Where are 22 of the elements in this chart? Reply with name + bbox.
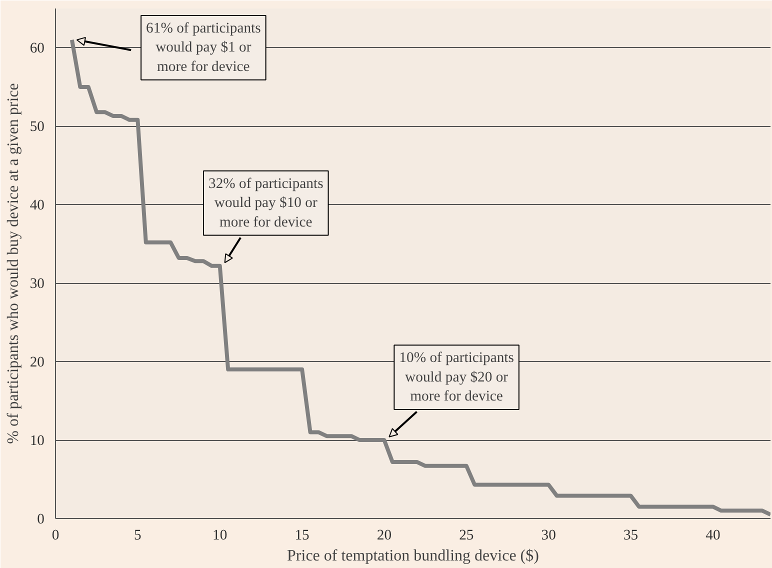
x-tick-label: 0 — [52, 528, 60, 544]
x-tick-label: 30 — [541, 528, 556, 544]
y-tick-label: 60 — [30, 40, 44, 57]
annotation: 10% of participants would pay $20 or more for device — [399, 350, 514, 404]
annotation: 32% of participants would pay $10 or more for device — [208, 176, 324, 230]
x-axis-title: Price of temptation bundling device ($) — [287, 548, 539, 564]
y-tick-label: 50 — [30, 119, 44, 136]
y-tick-label: 20 — [30, 354, 44, 371]
x-tick-label: 35 — [623, 528, 638, 544]
y-axis-title: % of participants who would buy device at a given price — [4, 83, 22, 444]
x-tick-label: 15 — [294, 528, 310, 544]
y-tick-label: 10 — [30, 433, 44, 450]
x-tick-label: 10 — [212, 528, 228, 544]
y-tick-label: 40 — [30, 198, 44, 214]
y-tick-label: 0 — [37, 512, 44, 528]
y-tick-label: 30 — [30, 276, 44, 292]
x-tick-label: 40 — [706, 528, 720, 544]
x-tick-label: 20 — [376, 528, 392, 544]
annotation: 61% of participants would pay $1 or more for device — [146, 20, 262, 75]
line-series — [70, 38, 770, 517]
x-tick-label: 25 — [459, 528, 474, 544]
x-tick-label: 5 — [134, 528, 142, 544]
